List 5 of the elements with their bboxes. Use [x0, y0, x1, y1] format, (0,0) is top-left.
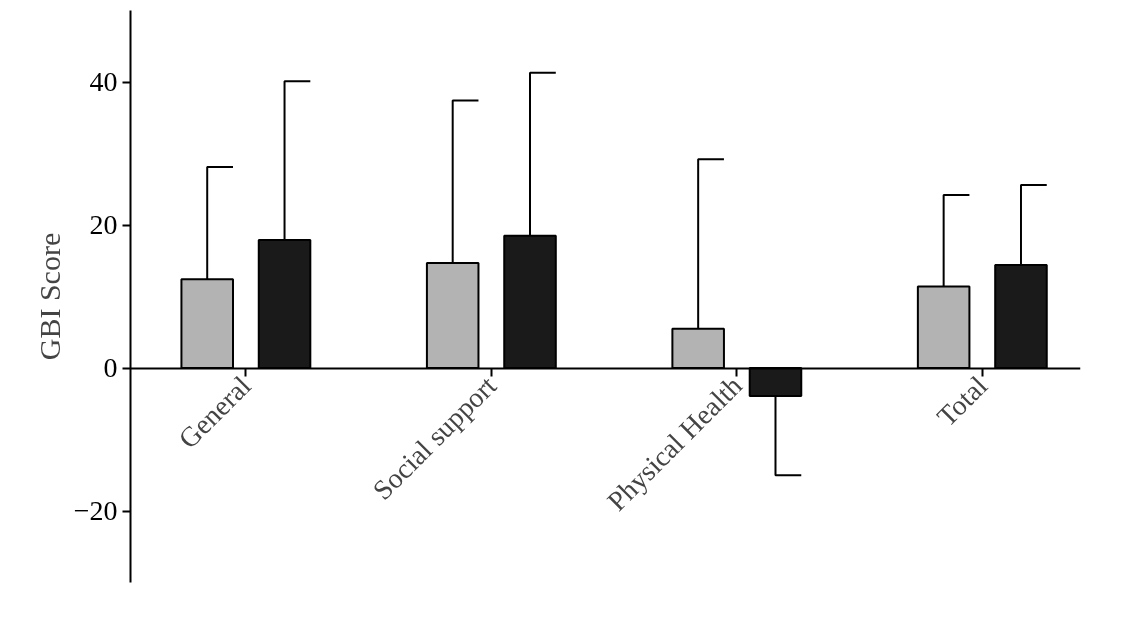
y-tick-label: −20	[73, 495, 118, 526]
y-axis-title: GBI Score	[32, 232, 66, 361]
y-tick-label: 20	[89, 209, 118, 240]
y-tick-label: 40	[89, 66, 118, 97]
y-tick-label: 0	[103, 352, 118, 383]
